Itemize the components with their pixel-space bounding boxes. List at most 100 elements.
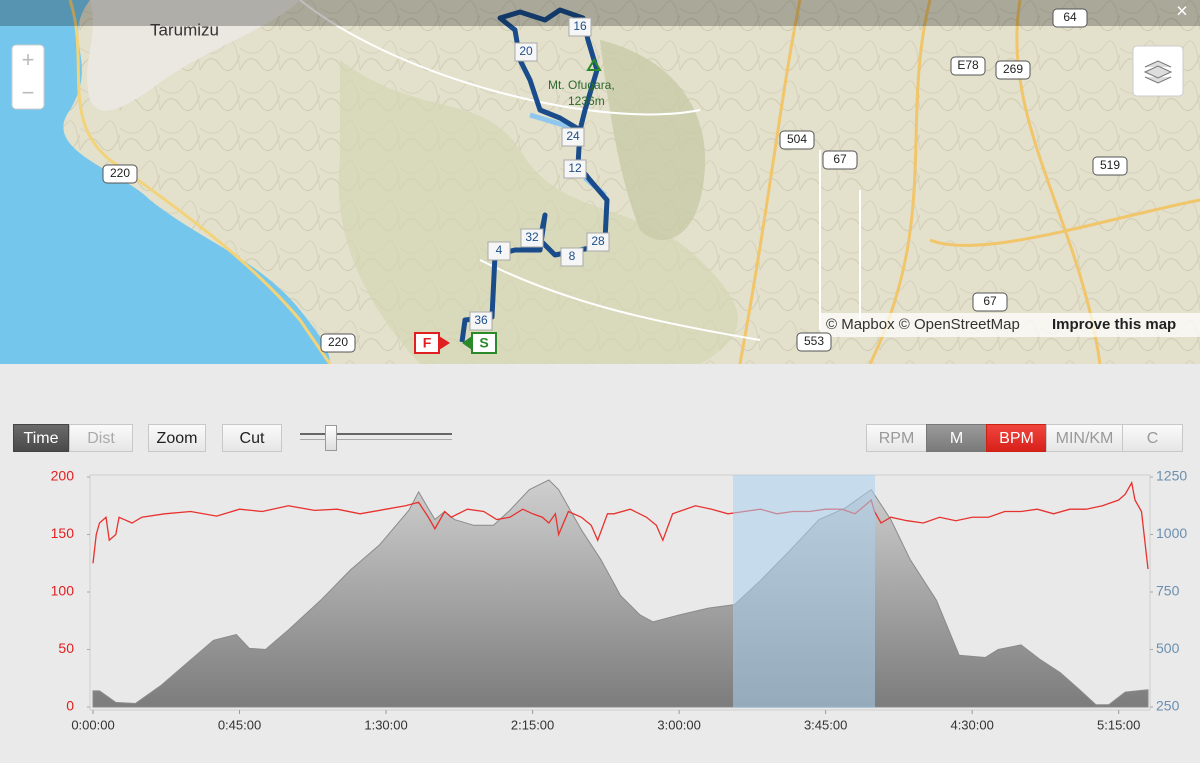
y2-tick-label: 750 <box>1156 583 1180 599</box>
x-tick-label: 5:15:00 <box>1097 717 1140 732</box>
waypoint-box <box>586 232 610 252</box>
waypoint-box <box>560 247 584 267</box>
start-arrow <box>462 336 472 350</box>
unit-button[interactable]: C <box>1122 424 1183 452</box>
waypoint-box <box>561 127 585 147</box>
road-shield <box>1052 8 1088 28</box>
slider-track[interactable] <box>300 433 452 440</box>
finish-marker: F <box>414 332 450 354</box>
x-tick-label: 0:00:00 <box>71 717 114 732</box>
waypoint-label: 8 <box>569 249 576 263</box>
y-tick-label: 0 <box>66 698 74 714</box>
y-tick-label: 100 <box>51 583 75 599</box>
y-tick-label: 50 <box>58 640 74 656</box>
roads <box>738 0 1200 364</box>
waypoint-box <box>514 42 538 62</box>
finish-label: F <box>423 335 432 351</box>
road-number: 67 <box>833 152 847 166</box>
sea <box>0 0 330 364</box>
road-shield <box>995 60 1031 80</box>
waypoint-label: 36 <box>474 313 488 327</box>
road-shield <box>822 150 858 170</box>
y2-tick-label: 1000 <box>1156 525 1187 541</box>
road-shield <box>1092 156 1128 176</box>
waypoint-label: 12 <box>568 161 582 175</box>
dist-mode[interactable]: Dist <box>69 424 133 452</box>
zoom-out[interactable]: − <box>22 80 35 105</box>
road-shield <box>950 56 986 76</box>
unit-button[interactable]: BPM <box>986 424 1047 452</box>
zoom-box <box>11 44 45 110</box>
road-number: 220 <box>110 166 130 180</box>
road-labels: 220 504 67 519 E78 269 64 553 67 220 <box>102 8 1128 353</box>
road-number: 269 <box>1003 62 1023 76</box>
y2-tick-label: 250 <box>1156 698 1180 714</box>
waypoint-label: 32 <box>525 230 539 244</box>
map[interactable]: × Tarumizu Mt. Ofugara, 1236m + − © Mapb… <box>0 0 1200 364</box>
peak-elevation: 1236m <box>568 94 605 108</box>
heart-rate-line <box>92 480 1149 570</box>
road-number: 64 <box>1063 10 1077 24</box>
attribution-bg <box>820 313 1200 337</box>
forest <box>338 60 738 364</box>
zoom-controls: + − <box>11 44 45 110</box>
zoom-in[interactable]: + <box>22 47 35 72</box>
unit-button[interactable]: M <box>926 424 987 452</box>
time-mode[interactable]: Time <box>13 424 69 452</box>
cut-button[interactable]: Cut <box>222 424 282 452</box>
road-shield <box>320 333 356 353</box>
road-shield <box>779 130 815 150</box>
road-number: 504 <box>787 132 807 146</box>
waypoint-box <box>568 17 592 37</box>
x-tick-label: 4:30:00 <box>950 717 993 732</box>
road-number: 220 <box>328 335 348 349</box>
town <box>87 0 300 111</box>
waypoint-label: 4 <box>496 243 503 257</box>
x-tick-label: 3:00:00 <box>657 717 700 732</box>
improve-link[interactable]: Improve this map <box>1052 316 1176 333</box>
waypoint-label: 28 <box>591 234 605 248</box>
top-bar <box>0 0 1200 26</box>
peak-label: Mt. Ofugara, <box>548 78 615 92</box>
zoom-button[interactable]: Zoom <box>148 424 206 452</box>
minor-roads <box>299 0 861 341</box>
road-shield <box>972 292 1008 312</box>
y2-tick-label: 500 <box>1156 640 1180 656</box>
waypoint-label: 20 <box>519 44 533 58</box>
road-number: 67 <box>983 294 997 308</box>
x-tick-label: 3:45:00 <box>804 717 847 732</box>
unit-button[interactable]: MIN/KM <box>1046 424 1123 452</box>
layers-icon <box>1143 60 1173 84</box>
road-number: 519 <box>1100 158 1120 172</box>
waypoint-box <box>520 228 544 248</box>
finish-arrow <box>439 336 450 350</box>
road-number: E78 <box>957 58 979 72</box>
start-box <box>471 332 497 354</box>
waypoint-label: 16 <box>573 19 587 33</box>
x-tick-label: 2:15:00 <box>511 717 554 732</box>
start-label: S <box>479 335 488 351</box>
plot <box>92 479 1149 708</box>
waypoint-box <box>563 159 587 179</box>
attribution: © Mapbox © OpenStreetMap <box>826 316 1020 333</box>
place-label: Tarumizu <box>150 20 219 39</box>
road-shield <box>102 164 138 184</box>
start-marker: S <box>462 332 497 354</box>
road-shield <box>796 332 832 352</box>
x-tick-label: 0:45:00 <box>218 717 261 732</box>
waypoint-box <box>469 311 493 331</box>
y2-tick-label: 1250 <box>1156 468 1187 484</box>
close-button[interactable]: × <box>1176 0 1188 22</box>
selection[interactable] <box>733 475 875 708</box>
peak-icon <box>586 58 602 71</box>
elevation-area <box>92 479 1149 708</box>
waypoint-box <box>487 241 511 261</box>
x-tick-label: 1:30:00 <box>364 717 407 732</box>
slider-knob[interactable] <box>325 425 337 451</box>
y-tick-label: 200 <box>51 468 75 484</box>
unit-button[interactable]: RPM <box>866 424 927 452</box>
waypoint-label: 24 <box>566 129 580 143</box>
chart: 0 50 100 150 200 250 500 750 1000 1250 0:00:00 0:45… <box>51 468 1188 733</box>
mountain <box>600 40 706 240</box>
